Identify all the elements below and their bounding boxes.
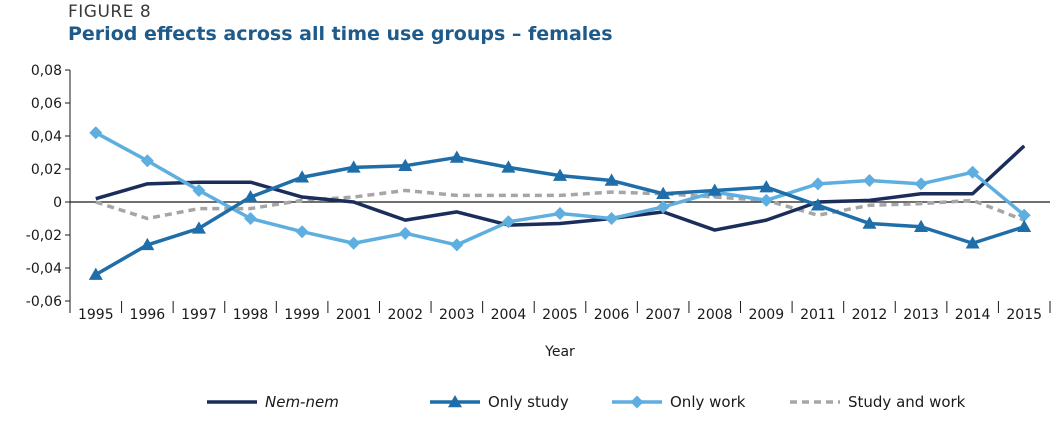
- legend-item: Only work: [612, 393, 746, 411]
- x-tick-label: 1996: [130, 307, 166, 323]
- triangle-marker: [295, 170, 310, 183]
- triangle-marker: [707, 183, 722, 196]
- chart-title: Period effects across all time use group…: [68, 23, 613, 45]
- triangle-marker: [656, 186, 671, 199]
- diamond-marker: [1017, 208, 1031, 222]
- triangle-marker: [88, 267, 103, 280]
- diamond-marker: [501, 215, 515, 229]
- legend-label: Study and work: [848, 393, 966, 411]
- series-line: [94, 131, 1026, 247]
- triangle-marker: [810, 198, 825, 211]
- series-only-work: [89, 126, 1031, 252]
- y-tick-label: 0,02: [31, 162, 62, 178]
- diamond-marker: [89, 126, 103, 140]
- x-tick-label: 2012: [852, 307, 888, 323]
- triangle-marker: [449, 150, 464, 163]
- y-tick-label: 0,08: [31, 63, 62, 79]
- chart-legend: Nem-nem Only study Only work Study and work: [207, 393, 966, 411]
- x-tick-label: 2003: [439, 307, 475, 323]
- series-layer: [88, 126, 1032, 280]
- triangle-marker: [759, 180, 774, 193]
- y-tick-label: 0,06: [31, 96, 62, 112]
- y-tick-label: -0,02: [26, 228, 62, 244]
- x-tick-label: 2002: [387, 307, 423, 323]
- triangle-marker: [553, 168, 567, 181]
- triangle-marker: [398, 158, 413, 171]
- diamond-marker: [914, 177, 928, 191]
- diamond-marker: [759, 193, 773, 207]
- x-tick-label: 2014: [955, 307, 991, 323]
- series-line: [95, 188, 1025, 222]
- legend-label: Only study: [488, 393, 569, 411]
- x-tick-label: 2005: [542, 307, 578, 323]
- legend-label: Only work: [670, 393, 746, 411]
- diamond-marker: [244, 212, 258, 225]
- x-tick-label: 2009: [748, 307, 784, 323]
- chart-axes: 0,08 0,06 0,04 0,02 0 -0,02 -0,04 -0,06 1995 1996…: [26, 63, 1051, 360]
- y-tick-label: -0,04: [26, 261, 62, 277]
- diamond-marker: [605, 212, 619, 225]
- triangle-marker: [448, 395, 462, 408]
- triangle-marker: [191, 221, 206, 234]
- diamond-marker: [811, 177, 825, 191]
- x-tick-label: 1998: [233, 307, 269, 323]
- x-tick-label: 2008: [697, 307, 733, 323]
- diamond-marker: [192, 183, 206, 197]
- triangle-marker: [501, 160, 516, 173]
- x-tick-label: 1997: [181, 307, 217, 323]
- diamond-marker: [862, 174, 876, 188]
- x-tick-label: 2001: [336, 307, 372, 323]
- diamond-marker: [966, 165, 980, 179]
- x-tick-label: 2006: [594, 307, 630, 323]
- triangle-marker: [140, 237, 155, 251]
- legend-item: Only study: [430, 393, 569, 411]
- diamond-marker: [553, 207, 567, 221]
- y-tick-label: 0: [53, 195, 62, 211]
- legend-item: Study and work: [790, 393, 966, 411]
- triangle-marker: [604, 173, 619, 186]
- series-only-study: [88, 150, 1032, 280]
- diamond-marker: [347, 236, 361, 250]
- x-tick-label: 2015: [1006, 307, 1042, 323]
- legend-item: Nem-nem: [207, 393, 339, 411]
- triangle-marker: [346, 160, 361, 173]
- x-tick-label: 2007: [645, 307, 681, 323]
- x-tick-label: 1999: [284, 307, 320, 323]
- diamond-marker: [295, 225, 309, 239]
- x-tick-label: 2013: [903, 307, 939, 323]
- diamond-marker: [140, 154, 154, 168]
- triangle-marker: [862, 216, 877, 229]
- triangle-marker: [243, 190, 258, 203]
- y-tick-label: 0,04: [31, 129, 62, 145]
- series-study-and-work: [95, 188, 1025, 222]
- legend-label: Nem-nem: [265, 393, 339, 411]
- y-tick-label: -0,06: [26, 294, 62, 310]
- x-tick-label: 1995: [78, 307, 114, 323]
- series-nem-nem: [95, 144, 1026, 232]
- diamond-marker: [450, 238, 464, 252]
- x-axis-label: Year: [544, 344, 575, 360]
- diamond-marker: [656, 200, 670, 214]
- figure-label: FIGURE 8: [68, 2, 152, 22]
- triangle-marker: [914, 219, 929, 232]
- diamond-marker: [630, 395, 644, 409]
- x-tick-label: 2004: [491, 307, 527, 323]
- triangle-marker: [1017, 219, 1032, 232]
- x-tick-label: 2011: [800, 307, 836, 323]
- series-line: [95, 144, 1026, 232]
- triangle-marker: [965, 236, 980, 249]
- diamond-marker: [398, 226, 412, 240]
